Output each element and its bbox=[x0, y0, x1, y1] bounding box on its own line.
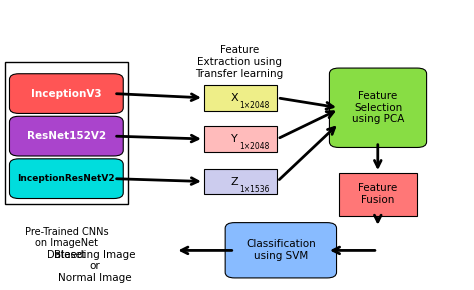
Text: Pre-Trained CNNs
on ImageNet
Dataset: Pre-Trained CNNs on ImageNet Dataset bbox=[25, 227, 108, 260]
Text: Bleeding Image
or
Normal Image: Bleeding Image or Normal Image bbox=[54, 250, 136, 283]
Text: Z: Z bbox=[230, 177, 238, 186]
FancyBboxPatch shape bbox=[329, 68, 427, 148]
Text: 1×2048: 1×2048 bbox=[239, 101, 270, 110]
Text: InceptionV3: InceptionV3 bbox=[31, 88, 101, 99]
FancyBboxPatch shape bbox=[9, 159, 123, 199]
FancyBboxPatch shape bbox=[204, 169, 277, 194]
Text: 1×1536: 1×1536 bbox=[239, 185, 270, 194]
Text: Classification
using SVM: Classification using SVM bbox=[246, 240, 316, 261]
FancyBboxPatch shape bbox=[204, 126, 277, 152]
FancyBboxPatch shape bbox=[225, 223, 337, 278]
FancyBboxPatch shape bbox=[339, 173, 417, 215]
Text: Feature
Selection
using PCA: Feature Selection using PCA bbox=[352, 91, 404, 124]
Text: 1×2048: 1×2048 bbox=[239, 142, 270, 151]
Text: InceptionResNetV2: InceptionResNetV2 bbox=[18, 174, 115, 183]
Text: ResNet152V2: ResNet152V2 bbox=[27, 131, 106, 141]
Text: Feature
Extraction using
Transfer learning: Feature Extraction using Transfer learni… bbox=[195, 45, 283, 79]
Text: Feature
Fusion: Feature Fusion bbox=[358, 184, 398, 205]
FancyBboxPatch shape bbox=[204, 85, 277, 110]
Text: X: X bbox=[230, 93, 238, 103]
FancyBboxPatch shape bbox=[9, 116, 123, 156]
FancyBboxPatch shape bbox=[9, 74, 123, 113]
Text: Y: Y bbox=[231, 134, 238, 144]
